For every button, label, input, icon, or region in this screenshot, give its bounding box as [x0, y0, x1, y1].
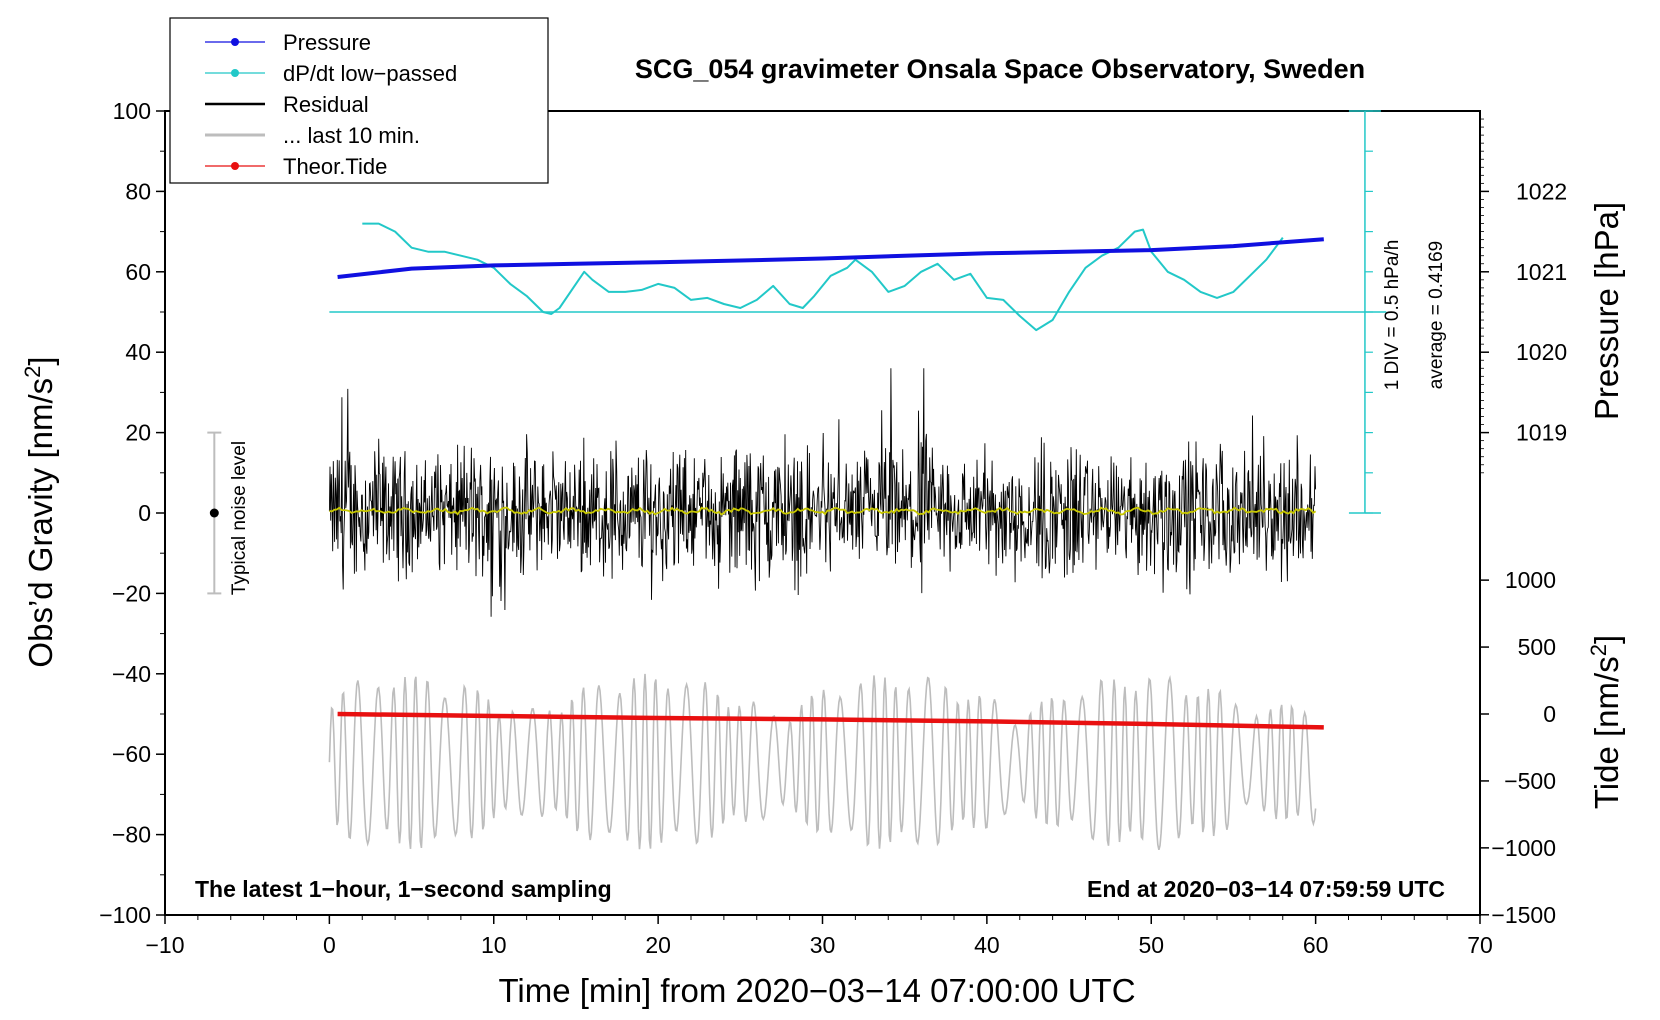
legend-label: Pressure [283, 30, 371, 55]
dpdt-line [362, 222, 1284, 332]
legend-label: ... last 10 min. [283, 123, 420, 148]
pressure-line [337, 237, 1324, 279]
legend-label: Residual [283, 92, 369, 117]
y-tick-label: −60 [112, 741, 151, 767]
y-tick-label: −40 [112, 661, 151, 687]
y-tick-label: 80 [125, 178, 151, 204]
tide-axis-title-tail: ] [1588, 635, 1625, 644]
tide-axis-title-main: Tide [nm/s [1588, 656, 1625, 809]
chart-title: SCG_054 gravimeter Onsala Space Observat… [635, 54, 1365, 84]
y-axis-title: Obs’d Gravity [nm/s2] [20, 356, 59, 667]
tide-tick-label: −500 [1504, 768, 1556, 794]
y-tick-label: 60 [125, 259, 151, 285]
tide-tick-label: 1000 [1505, 567, 1556, 593]
residual-series [328, 368, 1317, 617]
legend-marker [231, 162, 239, 170]
x-axis-title: Time [min] from 2020−03−14 07:00:00 UTC [498, 972, 1135, 1009]
y-tick-label: 0 [138, 500, 151, 526]
axes: −10 0 10 20 30 40 50 60 70100806040200−20−40−60−… [99, 98, 1567, 958]
y-tick-label: 100 [113, 98, 151, 124]
average-label: average = 0.4169 [1426, 241, 1447, 389]
x-tick-label: 60 [1303, 932, 1329, 958]
legend-box [169, 17, 549, 184]
annotation-bottom-left: The latest 1−hour, 1−second sampling [195, 876, 612, 902]
pressure-axis-title: Pressure [hPa] [1588, 202, 1625, 420]
dpdt-scale [329, 110, 1387, 514]
legend-label: dP/dt low−passed [283, 61, 457, 86]
legend-marker [231, 69, 239, 77]
legend-label: Theor.Tide [283, 154, 387, 179]
noise-bar-center [209, 508, 219, 518]
residual-smoothed-series [329, 506, 1317, 516]
last-10-min-line [328, 673, 1317, 851]
x-tick-label: 40 [974, 932, 1000, 958]
tide-axis-title-sup: 2 [1586, 644, 1611, 656]
div-label: 1 DIV = 0.5 hPa/h [1382, 240, 1403, 391]
legend-marker [231, 38, 239, 46]
x-tick-label: 30 [810, 932, 836, 958]
legend: Pressure dP/dt low−passed Residual ... last… [169, 17, 549, 184]
x-tick-label: 20 [645, 932, 671, 958]
annotation-bottom-right: End at 2020−03−14 07:59:59 UTC [1087, 876, 1445, 902]
x-tick-label: 10 [481, 932, 507, 958]
theor-tide-line [337, 711, 1324, 730]
residual-line [328, 368, 1317, 617]
last-10-min-series [328, 673, 1317, 851]
theor-tide-series [337, 711, 1324, 730]
residual-smoothed-line [329, 506, 1317, 516]
x-tick-label: 0 [323, 932, 336, 958]
pressure-tick-label: 1022 [1516, 178, 1567, 204]
tide-tick-label: 500 [1518, 634, 1556, 660]
dpdt-series [362, 222, 1284, 332]
tide-tick-label: 0 [1543, 701, 1556, 727]
pressure-tick-label: 1020 [1516, 339, 1567, 365]
pressure-tick-label: 1021 [1516, 259, 1567, 285]
x-tick-label: −10 [145, 932, 184, 958]
x-tick-label: 70 [1467, 932, 1493, 958]
noise-bar [207, 431, 222, 595]
tide-axis-title: Tide [nm/s2] [1586, 635, 1625, 809]
y-tick-label: −100 [99, 902, 151, 928]
y-axis-title-sup: 2 [20, 366, 45, 378]
y-tick-label: 20 [125, 420, 151, 446]
x-tick-label: 50 [1138, 932, 1164, 958]
tide-tick-label: −1500 [1491, 902, 1556, 928]
tide-tick-label: −1000 [1491, 835, 1556, 861]
y-tick-label: −20 [112, 580, 151, 606]
y-axis-title-tail: ] [22, 356, 59, 365]
pressure-series [337, 237, 1324, 279]
y-tick-label: 40 [125, 339, 151, 365]
y-axis-title-main: Obs’d Gravity [nm/s [22, 378, 59, 668]
pressure-tick-label: 1019 [1516, 420, 1567, 446]
noise-label: Typical noise level [229, 441, 250, 595]
y-tick-label: −80 [112, 822, 151, 848]
